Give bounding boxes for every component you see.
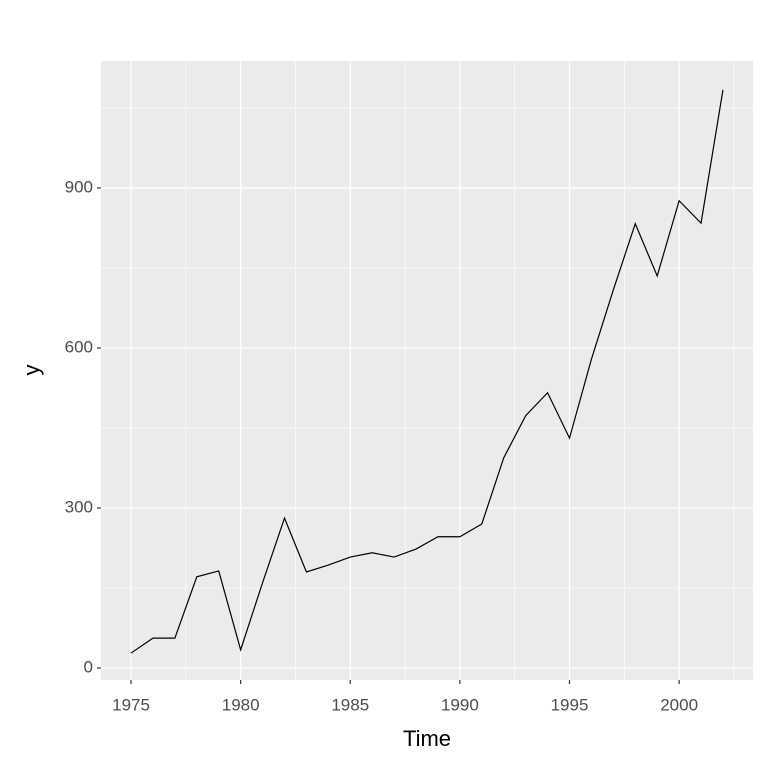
x-axis-title: Time bbox=[403, 726, 451, 751]
panel bbox=[101, 61, 753, 680]
y-tick-label: 900 bbox=[65, 177, 93, 196]
y-tick-label: 0 bbox=[84, 657, 93, 676]
y-tick-label: 600 bbox=[65, 337, 93, 356]
x-tick-label: 1995 bbox=[551, 695, 589, 714]
y-tick-label: 300 bbox=[65, 497, 93, 516]
x-tick-label: 1985 bbox=[331, 695, 369, 714]
x-tick-label: 2000 bbox=[660, 695, 698, 714]
line bbox=[130, 89, 724, 654]
x-tick-label: 1975 bbox=[112, 695, 150, 714]
y-axis-title: y bbox=[19, 365, 44, 376]
x-tick-label: 1980 bbox=[222, 695, 260, 714]
x-tick-label: 1990 bbox=[441, 695, 479, 714]
